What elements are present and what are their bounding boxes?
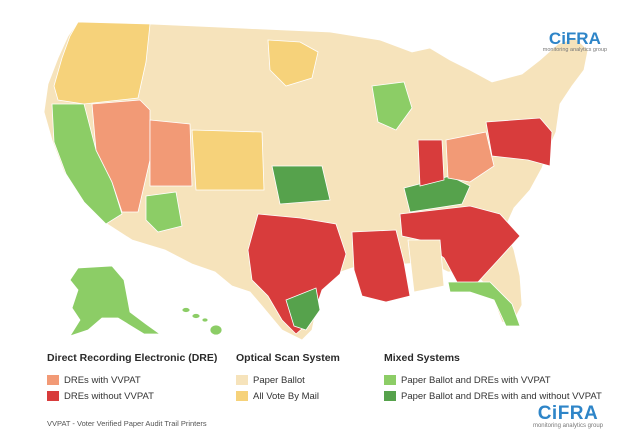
region-mixed-florida xyxy=(447,281,521,327)
alaska-outline xyxy=(69,265,162,337)
legend-label: All Vote By Mail xyxy=(253,390,319,402)
logo-name: CiFRA xyxy=(537,403,599,424)
legend-swatch-dre-without-vvpat xyxy=(47,391,59,401)
footnote: VVPAT - Voter Verified Paper Audit Trail… xyxy=(47,419,207,428)
logo-tagline: monitoring analytics group xyxy=(542,47,607,53)
region-mixed-arizona xyxy=(145,191,183,233)
region-dre-novvpat-south-central xyxy=(351,229,411,303)
legend-item: DREs without VVPAT xyxy=(47,389,217,403)
cifra-logo-top: CiFRA monitoring analytics group xyxy=(543,30,607,53)
legend-dre: Direct Recording Electronic (DRE) DREs w… xyxy=(47,352,217,405)
logo-name: CiFRA xyxy=(548,29,601,48)
legend-optical-title: Optical Scan System xyxy=(236,352,340,364)
hawaii-islands xyxy=(181,307,223,336)
legend-swatch-mixed-with-and-without xyxy=(384,391,396,401)
region-mixed-kansas xyxy=(271,165,331,205)
legend-optical-scan: Optical Scan System Paper Ballot All Vot… xyxy=(236,352,340,405)
legend-swatch-mixed-with-vvpat xyxy=(384,375,396,385)
legend-mixed-systems: Mixed Systems Paper Ballot and DREs with… xyxy=(384,352,602,405)
region-vote-by-mail-northwest xyxy=(53,21,151,105)
us-voting-systems-map xyxy=(43,21,589,340)
legend-swatch-vote-by-mail xyxy=(236,391,248,401)
legend-label: DREs without VVPAT xyxy=(64,390,154,402)
cifra-logo: CiFRA monitoring analytics group xyxy=(533,404,603,429)
legend-label: Paper Ballot and DREs with VVPAT xyxy=(401,374,551,386)
region-dre-vvpat-utah xyxy=(149,119,193,187)
legend-item: Paper Ballot and DREs with and without V… xyxy=(384,389,602,403)
region-dre-vvpat-ohio-valley xyxy=(445,131,495,183)
region-vote-by-mail-colorado xyxy=(191,129,265,191)
legend-label: Paper Ballot xyxy=(253,374,305,386)
region-vote-by-mail-dakotas xyxy=(267,39,319,87)
legend-item: All Vote By Mail xyxy=(236,389,340,403)
logo-tagline: monitoring analytics group xyxy=(532,423,603,429)
region-mixed-texas-gulf xyxy=(285,287,321,331)
legend-item: Paper Ballot xyxy=(236,373,340,387)
region-mixed-great-lakes xyxy=(371,81,413,131)
legend-label: DREs with VVPAT xyxy=(64,374,141,386)
legend-item: Paper Ballot and DREs with VVPAT xyxy=(384,373,602,387)
legend-label: Paper Ballot and DREs with and without V… xyxy=(401,390,602,402)
legend-dre-title: Direct Recording Electronic (DRE) xyxy=(47,352,218,364)
legend-swatch-paper-ballot xyxy=(236,375,248,385)
legend-item: DREs with VVPAT xyxy=(47,373,217,387)
region-dre-vvpat-nevada xyxy=(91,99,151,213)
legend-mixed-title: Mixed Systems xyxy=(384,352,460,364)
region-dre-novvpat-indiana xyxy=(417,139,445,187)
legend-swatch-dre-with-vvpat xyxy=(47,375,59,385)
region-mixed-west-coast xyxy=(51,103,123,225)
region-paper-alabama xyxy=(407,239,445,293)
